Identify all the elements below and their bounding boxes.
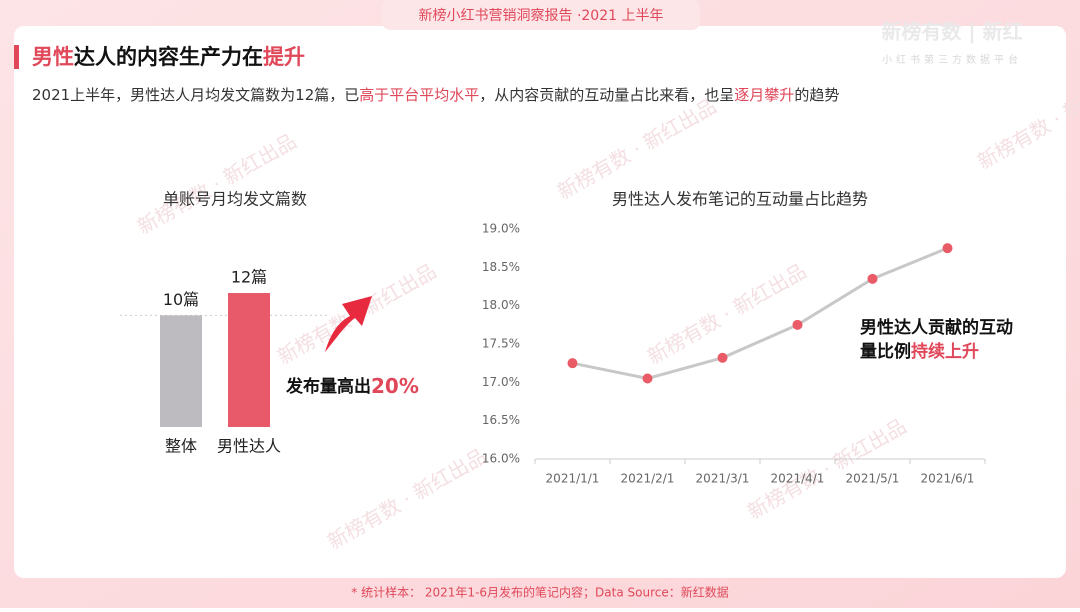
line (572, 246, 949, 381)
bar (228, 293, 270, 427)
subtitle-part: 的趋势 (794, 86, 839, 104)
header-tag: 新榜小红书营销洞察报告 ·2021 上半年 (419, 7, 664, 24)
point (642, 373, 653, 384)
x-tick-label: 2021/5/1 (846, 472, 900, 486)
annotation: 男性达人贡献的互动 (860, 317, 1013, 338)
subtitle-part: 逐月攀升 (734, 86, 794, 104)
x-tick-label: 2021/1/1 (546, 472, 600, 486)
x-tick-label: 2021/4/1 (771, 472, 825, 486)
y-tick-label: 18.5% (482, 260, 520, 274)
x-tick-label: 2021/6/1 (921, 472, 975, 486)
x-tick-label: 2021/3/1 (696, 472, 750, 486)
subtitle: 2021上半年，男性达人月均发文篇数为12篇，已高于平台平均水平，从内容贡献的互… (32, 86, 839, 104)
value-label: 10篇 (163, 290, 199, 309)
y-tick-label: 17.5% (482, 337, 520, 351)
logo-sub: 小红书第三方数据平台 (882, 53, 1022, 66)
annotation: 发布量高出20% (285, 374, 419, 398)
point (867, 273, 878, 284)
point (792, 319, 803, 330)
y-tick-label: 17.0% (482, 375, 520, 389)
title-part: 男性 (32, 45, 74, 69)
title-part: 达人的内容生产力在 (74, 45, 263, 69)
subtitle-part: ，从内容贡献的互动量占比来看，也呈 (479, 86, 734, 104)
title-part: 提升 (263, 45, 305, 69)
point (717, 352, 728, 363)
value-label: 12篇 (231, 268, 267, 287)
chart-title: 单账号月均发文篇数 (163, 190, 307, 209)
y-tick-label: 19.0% (482, 222, 520, 236)
annotation-part: 20% (371, 374, 419, 398)
subtitle-part: 2021上半年，男性达人月均发文篇数为12篇，已 (32, 86, 359, 104)
x-tick-label: 男性达人 (217, 437, 281, 456)
arrow-icon (325, 296, 372, 352)
title: 男性达人的内容生产力在提升 (32, 45, 305, 69)
logo: 新榜有数 | 新红 (881, 20, 1022, 44)
footer: * 统计样本： 2021年1-6月发布的笔记内容；Data Source：新红数… (351, 585, 728, 600)
subtitle-part: 高于平台平均水平 (359, 86, 479, 104)
annotation: 量比例持续上升 (860, 341, 979, 362)
annotation-part: 持续上升 (911, 341, 979, 362)
header-tab (382, 0, 700, 30)
x-tick-label: 整体 (165, 437, 197, 456)
y-tick-label: 16.0% (482, 452, 520, 466)
annotation-part: 量比例 (860, 341, 911, 362)
chart-title: 男性达人发布笔记的互动量占比趋势 (612, 190, 868, 209)
x-tick-label: 2021/2/1 (621, 472, 675, 486)
title-bar (14, 45, 19, 69)
y-tick-label: 18.0% (482, 298, 520, 312)
y-tick-label: 16.5% (482, 413, 520, 427)
bar (160, 315, 202, 427)
point (567, 358, 578, 369)
annotation-part: 发布量高出 (285, 376, 371, 397)
point (942, 243, 953, 254)
card (14, 26, 1066, 578)
